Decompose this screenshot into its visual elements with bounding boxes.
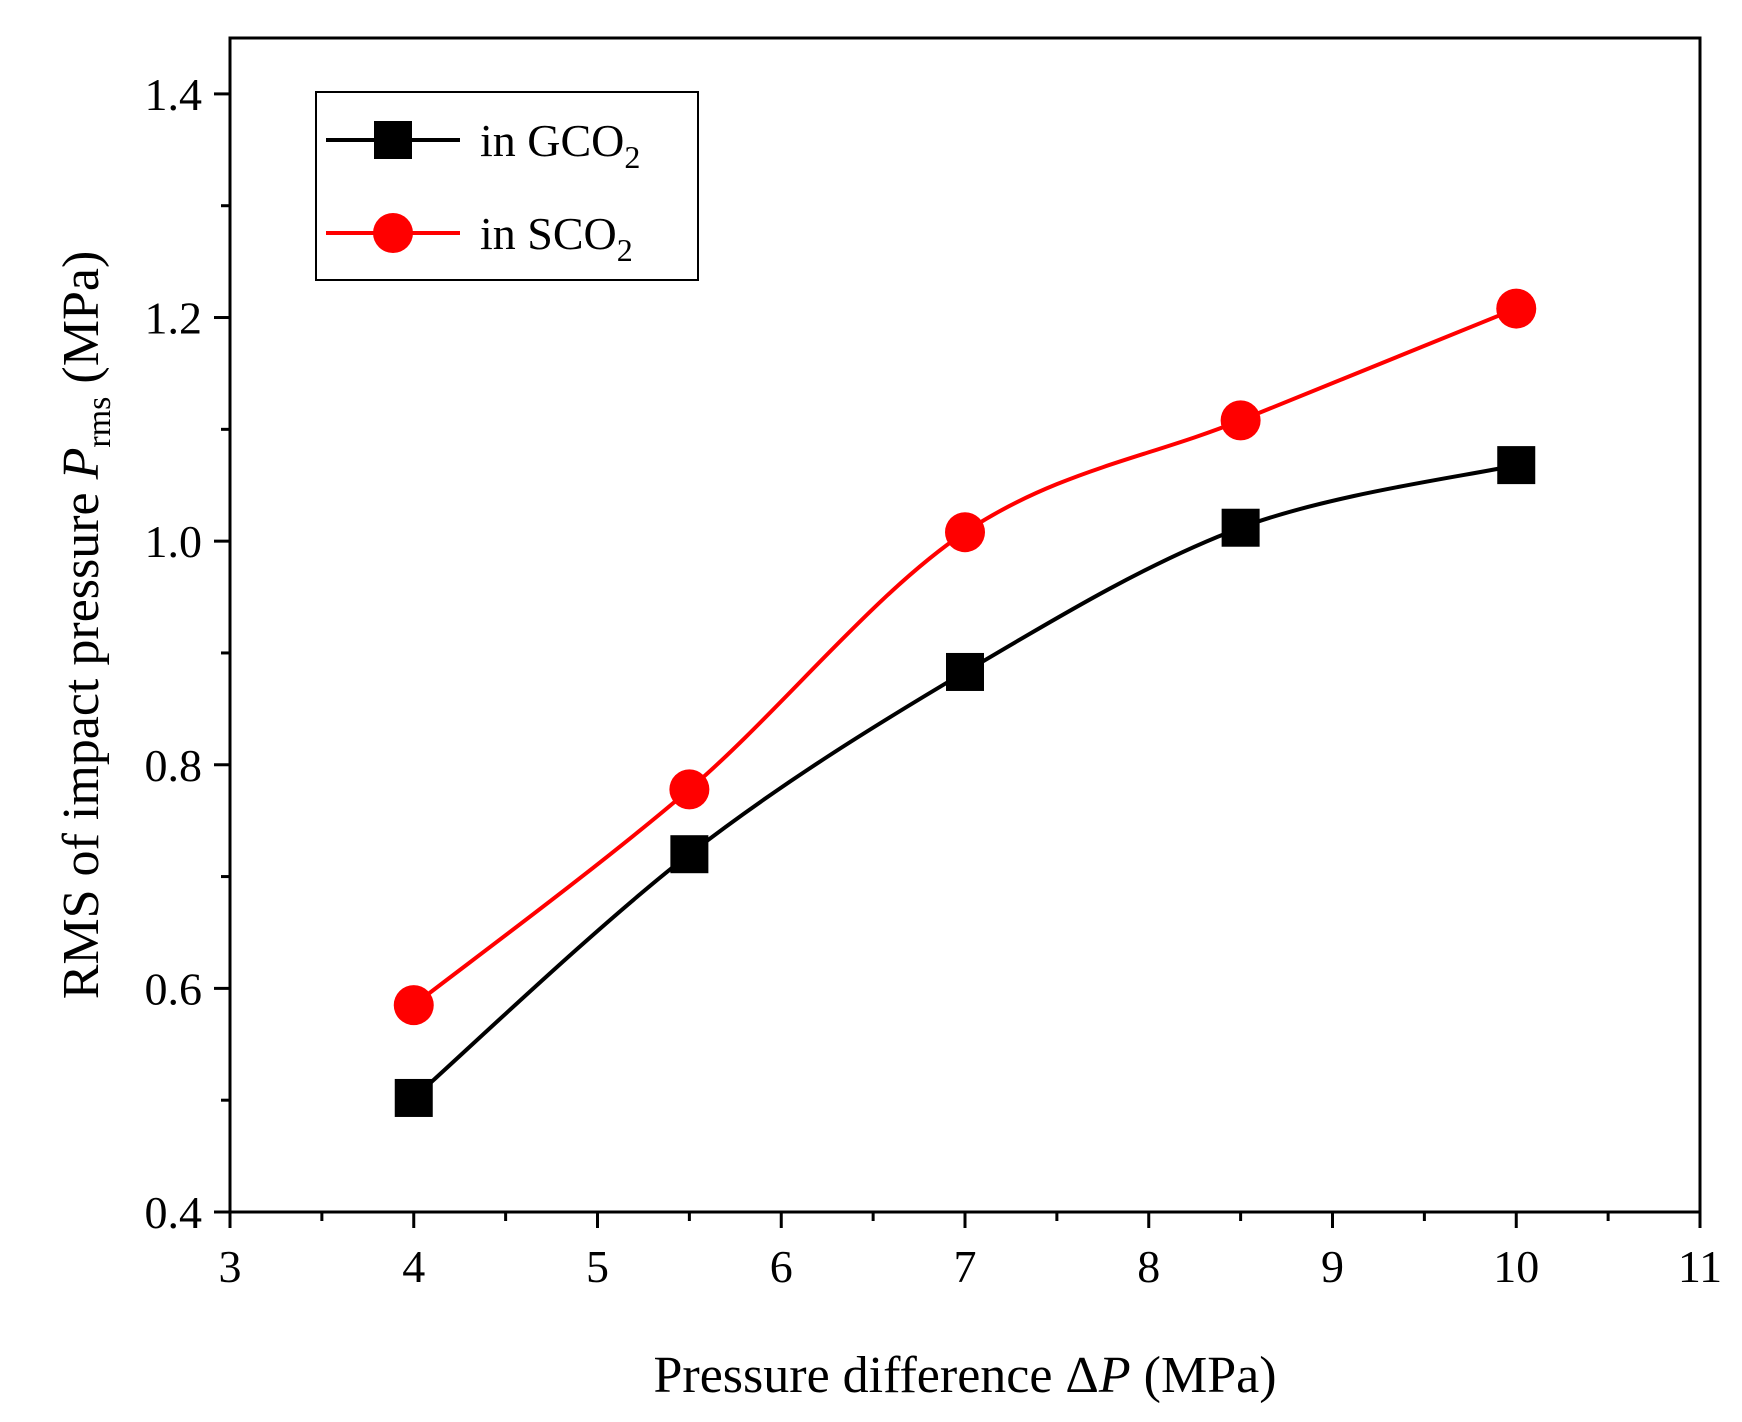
legend-gco2-label: in GCO2 xyxy=(480,115,640,175)
y-axis-title-prefix: RMS of impact pressure xyxy=(53,479,110,999)
plot-area xyxy=(214,36,1702,1228)
legend-gco2-label-subscript: 2 xyxy=(624,139,640,175)
series-gco2-point xyxy=(946,652,984,691)
legend-sco2-label-subscript: 2 xyxy=(617,232,633,268)
series-gco2-point xyxy=(670,835,709,874)
x-axis-title-suffix: (MPa) xyxy=(1131,1347,1277,1404)
legend-gco2-marker xyxy=(374,121,412,159)
y-tick-label: 0.4 xyxy=(145,1187,203,1238)
series-layer xyxy=(393,288,1537,1117)
x-axis-ticks xyxy=(228,1212,1702,1228)
x-tick-label: 5 xyxy=(586,1241,609,1292)
y-tick-label: 1.4 xyxy=(145,69,203,120)
series-gco2-line xyxy=(412,463,1517,1100)
y-axis-title-subscript: rms xyxy=(81,397,118,448)
series-gco2 xyxy=(394,446,1536,1117)
x-tick-label: 10 xyxy=(1493,1241,1539,1292)
legend-sco2-label-main: in SCO xyxy=(480,208,617,259)
y-axis-tick-labels: 0.4 0.6 0.8 1.0 1.2 1.4 xyxy=(145,69,203,1238)
series-sco2-point xyxy=(393,985,434,1026)
y-axis-title-suffix: (MPa) xyxy=(53,251,110,397)
x-axis-tick-labels: 3 4 5 6 7 8 9 10 11 xyxy=(219,1241,1723,1292)
y-tick-label: 0.6 xyxy=(145,963,203,1014)
series-sco2 xyxy=(393,288,1537,1026)
x-tick-label: 3 xyxy=(219,1241,242,1292)
y-axis-ticks xyxy=(214,92,230,1214)
y-tick-label: 1.0 xyxy=(145,516,203,567)
x-tick-label: 8 xyxy=(1137,1241,1160,1292)
x-axis-title-prefix: Pressure difference Δ xyxy=(653,1347,1098,1404)
x-tick-label: 6 xyxy=(770,1241,793,1292)
y-axis-title: RMS of impact pressure Prms (MPa) xyxy=(53,251,118,1000)
series-gco2-point xyxy=(1221,508,1260,547)
legend-sco2-marker xyxy=(373,213,413,253)
series-sco2-point xyxy=(669,769,710,810)
series-sco2-point xyxy=(945,512,985,553)
y-axis-title-var: P xyxy=(53,448,110,481)
legend-sco2-label: in SCO2 xyxy=(480,208,633,268)
x-tick-label: 11 xyxy=(1678,1241,1722,1292)
series-sco2-point xyxy=(1220,400,1261,441)
x-tick-label: 7 xyxy=(954,1241,977,1292)
x-axis-title-var: P xyxy=(1098,1347,1131,1404)
y-tick-label: 0.8 xyxy=(145,740,203,791)
series-gco2-point xyxy=(394,1078,433,1117)
y-tick-label: 1.2 xyxy=(145,293,203,344)
x-tick-label: 4 xyxy=(402,1241,425,1292)
x-axis-title: Pressure difference ΔP (MPa) xyxy=(653,1347,1276,1404)
x-tick-label: 9 xyxy=(1321,1241,1344,1292)
legend-gco2-label-main: in GCO xyxy=(480,115,624,166)
series-gco2-point xyxy=(1497,446,1536,485)
series-sco2-point xyxy=(1496,288,1537,329)
